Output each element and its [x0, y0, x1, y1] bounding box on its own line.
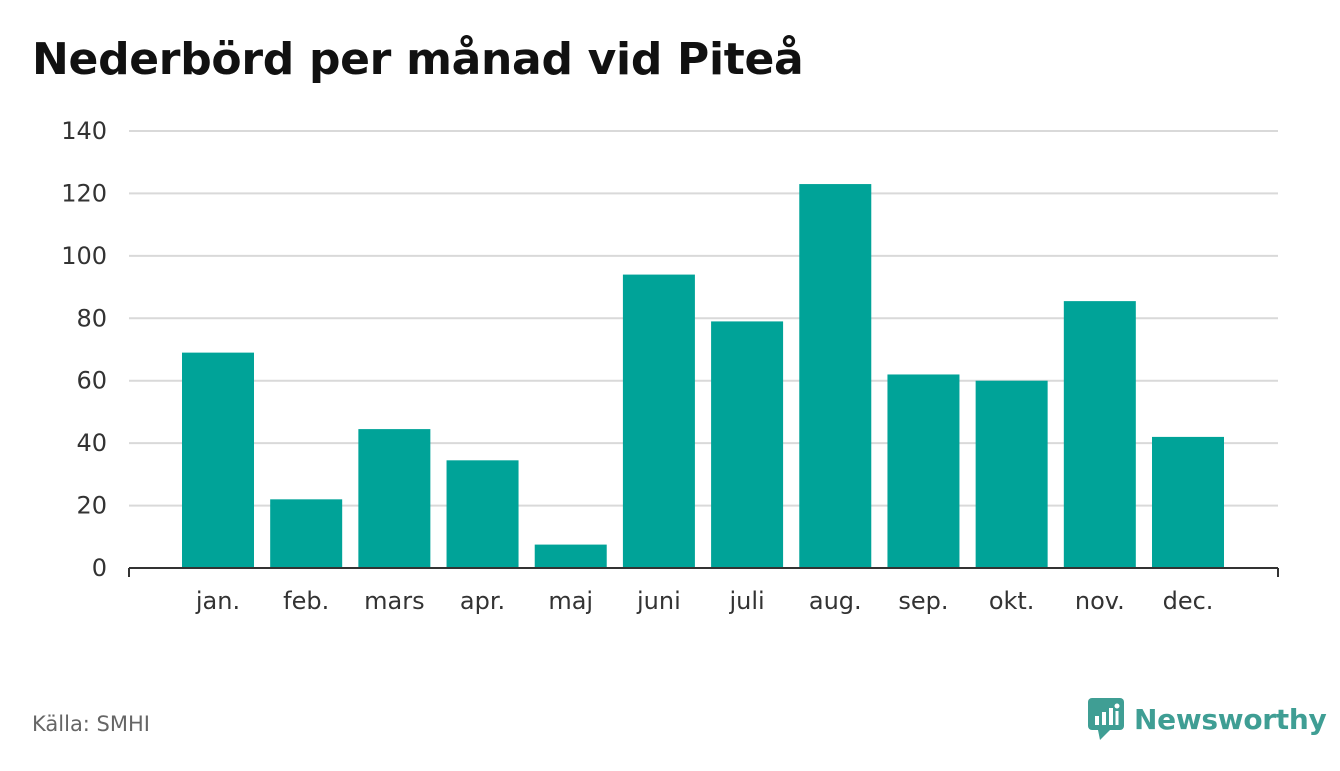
x-tick-label: aug.	[809, 587, 862, 615]
y-tick-label: 0	[92, 554, 107, 582]
y-tick-label: 140	[61, 117, 107, 145]
y-tick-label: 20	[76, 492, 107, 520]
bar-sep	[887, 374, 960, 568]
bar-juni	[622, 274, 695, 568]
bar-okt	[975, 380, 1048, 568]
y-tick-label: 60	[76, 367, 107, 395]
bar-aug	[799, 184, 872, 569]
x-axis-labels: jan. feb. mars apr. maj juni juli aug. sep. okt. n…	[195, 587, 1214, 615]
source-note: Källa: SMHI	[32, 712, 150, 736]
x-tick-label: sep.	[898, 587, 948, 615]
chart-title: Nederbörd per månad vid Piteå	[32, 34, 804, 85]
bar-juli	[711, 321, 784, 568]
y-tick-label: 100	[61, 242, 107, 270]
x-axis	[128, 567, 1279, 577]
y-tick-label: 40	[76, 429, 107, 457]
x-tick-label: apr.	[460, 587, 505, 615]
y-axis-labels: 0 20 40 60 80 100 120 140	[61, 117, 107, 582]
x-tick-label: maj	[548, 587, 593, 615]
x-tick-label: nov.	[1075, 587, 1125, 615]
x-tick-label: feb.	[283, 587, 329, 615]
brand-name: Newsworthy	[1134, 702, 1327, 736]
bar-feb	[270, 499, 343, 568]
bar-maj	[534, 544, 607, 568]
x-tick-label: okt.	[989, 587, 1035, 615]
bar-dec	[1152, 436, 1224, 568]
x-tick-label: dec.	[1163, 587, 1214, 615]
bar-apr	[446, 460, 519, 568]
bar-mars	[358, 429, 431, 568]
bar-nov	[1063, 301, 1136, 568]
x-tick-label: juni	[636, 587, 681, 615]
brand-logo[interactable]: Newsworthy	[1088, 698, 1327, 740]
x-tick-label: juli	[728, 587, 764, 615]
bars	[182, 184, 1224, 569]
bar-chart: 0 20 40 60 80 100 120 140 jan. feb. mars apr. maj ju…	[61, 117, 1279, 615]
newsworthy-logo-icon	[1088, 698, 1124, 740]
x-tick-label: mars	[364, 587, 424, 615]
y-tick-label: 80	[76, 304, 107, 332]
x-tick-label: jan.	[195, 587, 240, 615]
y-tick-label: 120	[61, 179, 107, 207]
bar-jan	[182, 352, 254, 568]
